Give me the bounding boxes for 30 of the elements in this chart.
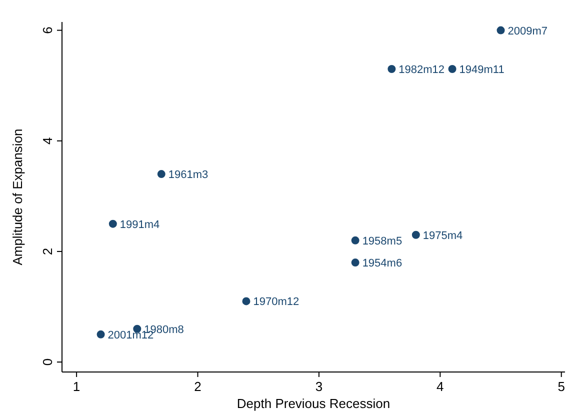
annotation: 1991m4 [120, 218, 160, 231]
point [388, 65, 396, 73]
point [242, 297, 250, 306]
y-tick-label: 0 [40, 358, 55, 366]
annotation: 2009m7 [508, 25, 548, 38]
point [412, 230, 420, 239]
annotation: 1949m11 [459, 64, 504, 76]
x-tick-label: 2 [194, 379, 202, 394]
x-tick-label: 5 [558, 379, 565, 394]
point [448, 65, 456, 73]
point [108, 220, 117, 228]
annotation: 1982m12 [398, 64, 445, 76]
point [351, 258, 360, 267]
point [351, 236, 360, 244]
point [96, 330, 105, 338]
x-tick-label: 1 [72, 379, 80, 394]
x-tick-label: 4 [436, 379, 444, 394]
point [157, 170, 166, 178]
annotation: 1975m4 [422, 230, 463, 242]
x-tick-label: 3 [315, 379, 323, 394]
annotation: 1958m5 [362, 235, 402, 248]
annotation: 1954m6 [362, 258, 402, 270]
x-axis-title: Depth Previous Recession [236, 396, 390, 411]
y-tick-label: 2 [40, 248, 55, 256]
annotation: 1970m12 [253, 296, 300, 308]
y-tick-label: 6 [40, 26, 55, 34]
y-axis-title: Amplitude of Expansion [10, 128, 25, 266]
point [496, 26, 505, 34]
annotation: 1961m3 [168, 169, 208, 182]
y-tick-label: 4 [40, 137, 55, 144]
